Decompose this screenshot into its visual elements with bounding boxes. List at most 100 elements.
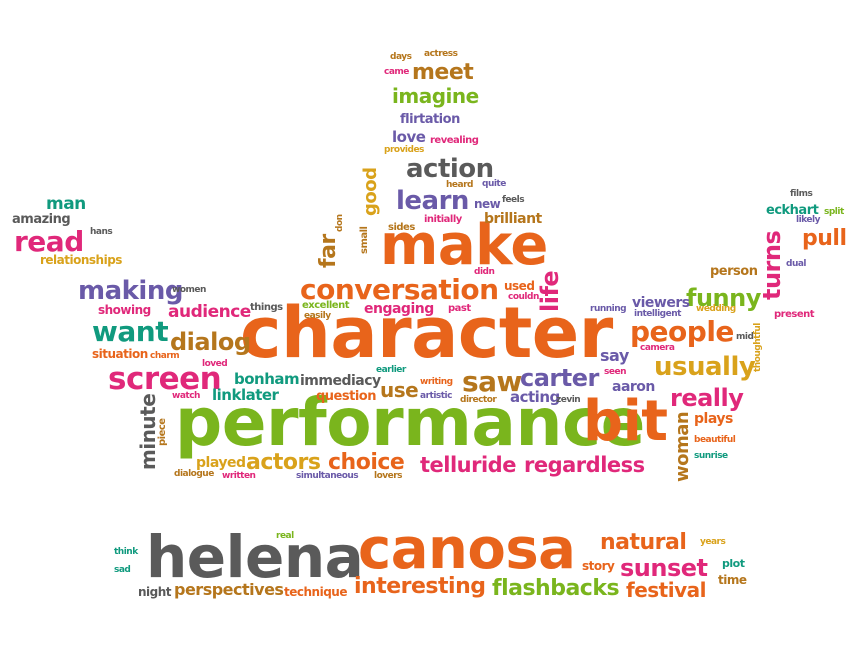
word-regardless: regardless <box>524 453 645 477</box>
word-perspectives: perspectives <box>174 580 284 599</box>
word-feels: feels <box>502 195 525 205</box>
word-conversation: conversation <box>300 273 499 306</box>
word-audience: audience <box>168 302 251 322</box>
word-quite: quite <box>482 179 506 189</box>
word-learn: learn <box>396 186 469 216</box>
word-people: people <box>630 315 734 348</box>
word-dialogue: dialogue <box>174 469 214 479</box>
word-intelligent: intelligent <box>634 309 681 319</box>
word-past: past <box>448 303 471 314</box>
word-flirtation: flirtation <box>400 112 460 127</box>
word-plot: plot <box>722 557 745 570</box>
word-helena: helena <box>146 523 364 591</box>
word-telluride: telluride <box>420 453 516 477</box>
word-heard: heard <box>446 180 473 190</box>
word-technique: technique <box>284 585 347 599</box>
word-woman: woman <box>672 411 693 482</box>
word-story: story <box>582 559 615 573</box>
word-relationships: relationships <box>40 253 122 267</box>
word-wedding: wedding <box>696 304 736 314</box>
word-love: love <box>392 128 426 146</box>
word-didn: didn <box>474 267 495 277</box>
word-sides: sides <box>388 222 415 233</box>
word-dual: dual <box>786 259 807 269</box>
word-likely: likely <box>796 215 820 225</box>
word-pull: pull <box>802 226 847 251</box>
word-days: days <box>390 52 412 62</box>
word-life: life <box>536 270 564 312</box>
word-question: question <box>316 389 376 404</box>
word-artistic: artistic <box>420 391 452 401</box>
word-linklater: linklater <box>212 386 279 404</box>
word-actors: actors <box>246 450 321 475</box>
word-sunset: sunset <box>620 554 708 582</box>
word-earlier: earlier <box>376 365 406 375</box>
word-flashbacks: flashbacks <box>492 576 620 601</box>
word-funny: funny <box>686 284 761 312</box>
word-loved: loved <box>202 359 228 369</box>
word-seen: seen <box>604 367 626 377</box>
word-action: action <box>406 154 494 184</box>
word-easily: easily <box>304 311 331 321</box>
word-really: really <box>670 384 744 412</box>
word-actress: actress <box>424 49 458 59</box>
word-excellent: excellent <box>302 300 349 311</box>
word-immediacy: immediacy <box>300 373 381 389</box>
word-screen: screen <box>108 361 222 397</box>
word-use: use <box>380 378 419 402</box>
word-present: present <box>774 309 815 320</box>
word-camera: camera <box>640 343 675 353</box>
word-new: new <box>474 197 501 211</box>
word-beautiful: beautiful <box>694 435 736 445</box>
word-charm: charm <box>150 351 180 361</box>
word-used: used <box>504 279 535 293</box>
word-carter: carter <box>520 364 599 392</box>
word-imagine: imagine <box>392 84 479 108</box>
word-meet: meet <box>412 60 474 85</box>
word-acting: acting <box>510 388 560 406</box>
word-lovers: lovers <box>374 471 403 481</box>
word-films: films <box>790 189 813 199</box>
word-sunrise: sunrise <box>694 451 728 461</box>
word-think: think <box>114 547 138 557</box>
word-engaging: engaging <box>364 301 434 317</box>
word-years: years <box>700 537 726 547</box>
word-brilliant: brilliant <box>484 211 542 227</box>
word-character: character <box>240 292 613 374</box>
word-turns: turns <box>758 230 786 300</box>
word-revealing: revealing <box>430 135 479 146</box>
word-provides: provides <box>384 145 424 155</box>
word-read: read <box>14 225 84 258</box>
word-things: things <box>250 302 283 313</box>
word-situation: situation <box>92 347 148 361</box>
word-zevin: zevin <box>556 395 581 405</box>
word-say: say <box>600 346 629 365</box>
word-showing: showing <box>98 303 151 317</box>
word-good: good <box>360 167 381 216</box>
word-played: played <box>196 455 246 471</box>
word-sad: sad <box>114 565 131 575</box>
word-interesting: interesting <box>354 574 486 599</box>
word-running: running <box>590 304 627 314</box>
word-person: person <box>710 264 758 279</box>
word-aaron: aaron <box>612 379 655 395</box>
word-split: split <box>824 207 844 217</box>
word-festival: festival <box>626 578 706 602</box>
word-saw: saw <box>462 365 522 398</box>
word-came: came <box>384 67 409 77</box>
word-watch: watch <box>172 391 200 401</box>
word-women: women <box>172 285 206 295</box>
word-eckhart: eckhart <box>766 203 819 218</box>
word-don: don <box>335 214 345 232</box>
word-night: night <box>138 585 172 599</box>
word-man: man <box>46 194 86 214</box>
word-natural: natural <box>600 530 687 555</box>
word-want: want <box>92 315 169 348</box>
word-viewers: viewers <box>632 295 690 311</box>
word-make: make <box>380 213 548 278</box>
word-initially: initially <box>424 214 462 225</box>
word-amazing: amazing <box>12 212 71 227</box>
word-far: far <box>316 234 341 268</box>
word-performance: performance <box>175 384 645 461</box>
